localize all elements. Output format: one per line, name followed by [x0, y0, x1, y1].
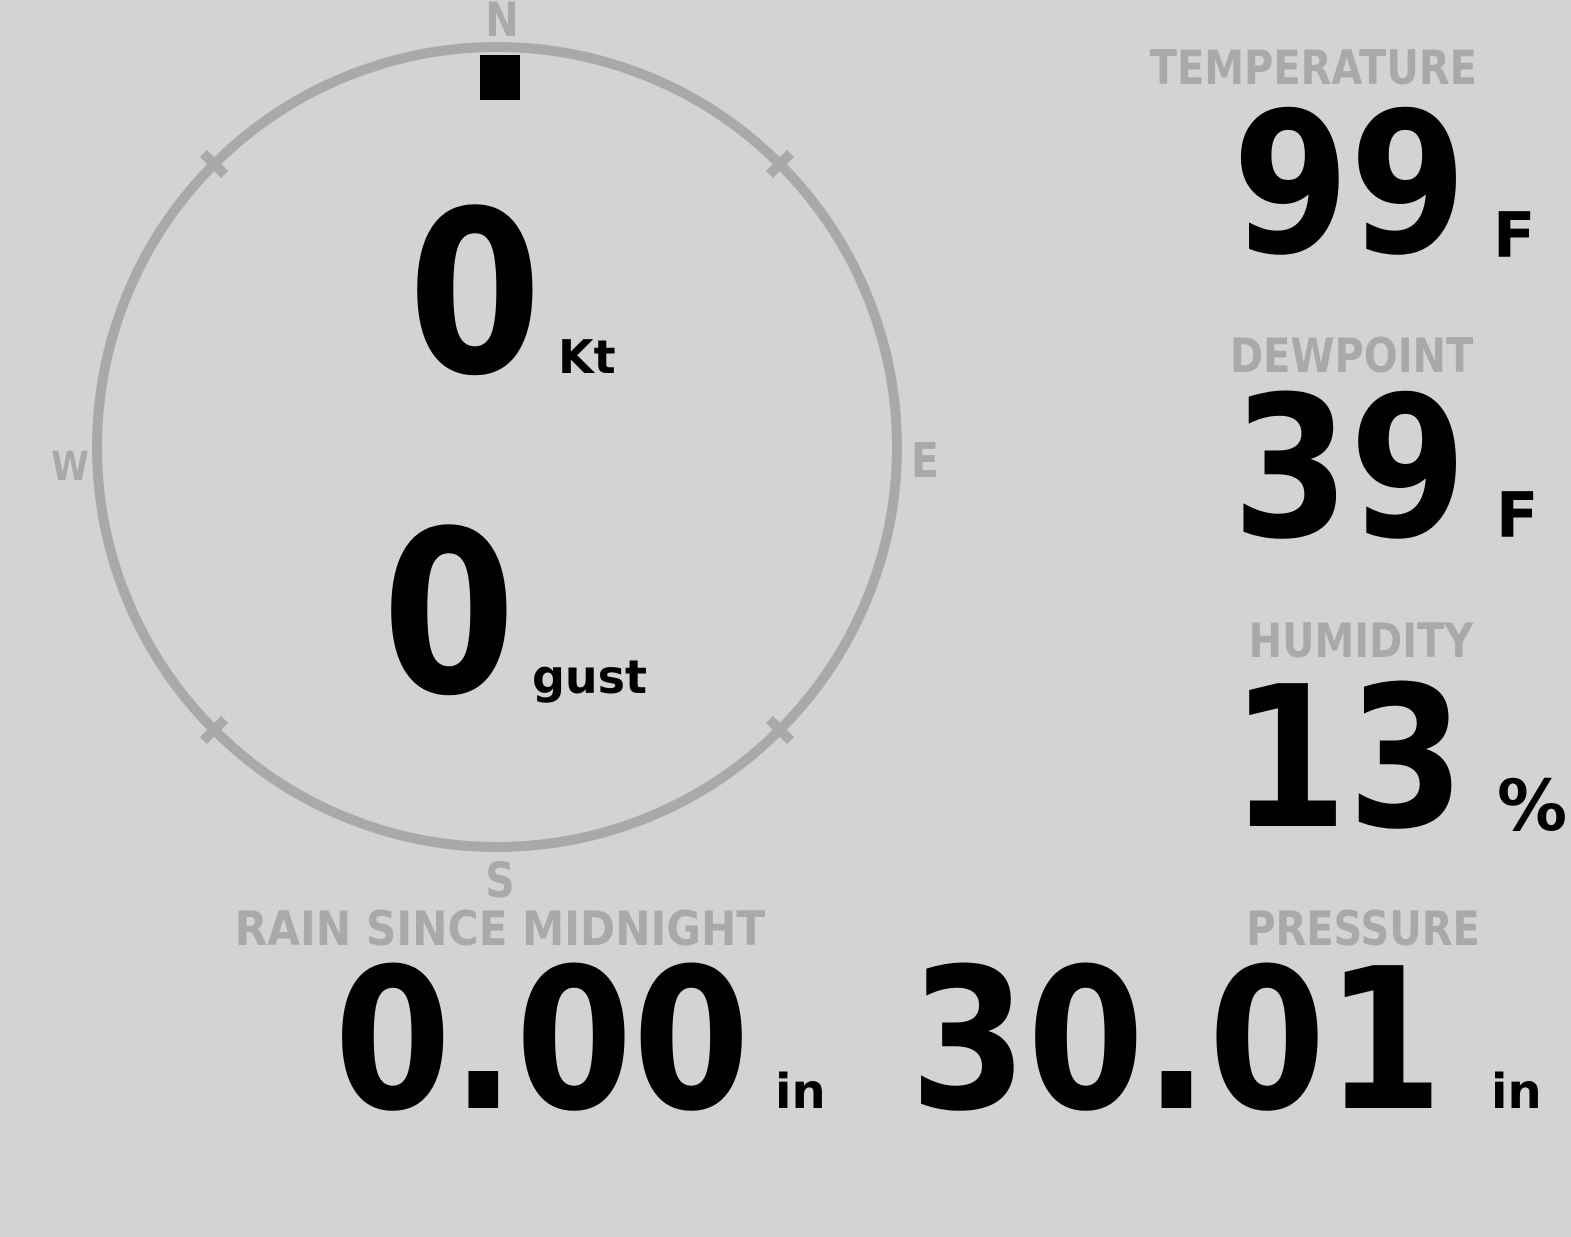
humidity-unit: % [1497, 765, 1568, 847]
compass-label-north: N [485, 0, 519, 48]
compass-label-west: W [51, 444, 89, 490]
humidity-value: 13 [1230, 645, 1465, 873]
pressure-unit: in [1491, 1064, 1542, 1120]
temperature-unit: F [1493, 199, 1536, 272]
dewpoint-value: 39 [1232, 355, 1467, 583]
dewpoint-unit: F [1496, 479, 1539, 552]
temperature-value: 99 [1232, 71, 1467, 299]
compass-label-south: S [485, 853, 515, 909]
compass-ring [92, 42, 902, 852]
humidity-label: HUMIDITY [1248, 614, 1473, 669]
rain-since-midnight-value: 0.00 [334, 927, 750, 1155]
wind-speed-value: 0 [408, 163, 542, 426]
compass-label-east: E [911, 433, 939, 489]
rain-since-midnight-label: RAIN SINCE MIDNIGHT [234, 902, 766, 957]
rain-since-midnight-unit: in [775, 1064, 826, 1120]
pressure-value: 30.01 [909, 927, 1443, 1155]
dewpoint-label: DEWPOINT [1229, 329, 1473, 384]
wind-gust-value: 0 [382, 483, 516, 746]
wind-gust-unit: gust [532, 650, 648, 704]
pressure-label: PRESSURE [1246, 902, 1480, 957]
wind-speed-unit: Kt [558, 330, 616, 384]
temperature-label: TEMPERATURE [1149, 41, 1477, 96]
wind-direction-marker-icon [480, 55, 520, 100]
